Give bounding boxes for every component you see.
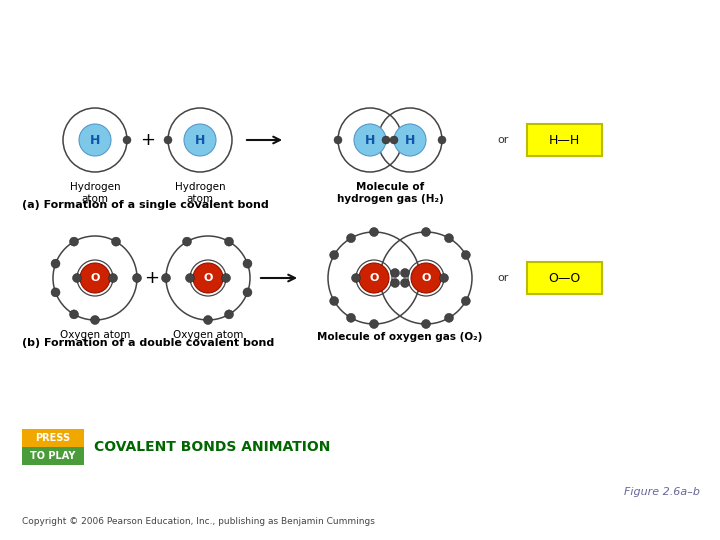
Circle shape	[444, 313, 454, 322]
Text: or: or	[498, 273, 509, 283]
Circle shape	[462, 251, 470, 260]
Circle shape	[132, 273, 142, 282]
Circle shape	[51, 259, 60, 268]
Circle shape	[346, 313, 356, 322]
Text: Oxygen atom: Oxygen atom	[60, 330, 130, 340]
Circle shape	[330, 251, 338, 260]
Circle shape	[444, 234, 454, 242]
Text: (a) Formation of a single covalent bond: (a) Formation of a single covalent bond	[22, 200, 269, 210]
FancyBboxPatch shape	[22, 447, 84, 465]
Circle shape	[79, 124, 111, 156]
Text: H: H	[90, 133, 100, 146]
Circle shape	[382, 136, 390, 144]
Circle shape	[411, 263, 441, 293]
Text: H—H: H—H	[549, 133, 580, 146]
Circle shape	[390, 268, 400, 278]
Circle shape	[164, 136, 172, 144]
Circle shape	[161, 273, 171, 282]
Circle shape	[369, 320, 379, 328]
Circle shape	[243, 288, 252, 297]
Text: H: H	[405, 133, 415, 146]
Circle shape	[186, 273, 194, 282]
Circle shape	[91, 315, 99, 325]
Circle shape	[70, 310, 78, 319]
Circle shape	[462, 296, 470, 306]
Circle shape	[438, 136, 446, 144]
Circle shape	[346, 234, 356, 242]
FancyBboxPatch shape	[527, 262, 602, 294]
Text: Oxygen atom: Oxygen atom	[173, 330, 243, 340]
Text: Hydrogen
atom: Hydrogen atom	[70, 182, 120, 204]
Text: H: H	[365, 133, 375, 146]
Circle shape	[390, 279, 400, 287]
Circle shape	[123, 136, 131, 144]
Text: H: H	[195, 133, 205, 146]
Circle shape	[184, 124, 216, 156]
Text: Molecule of
hydrogen gas (H₂): Molecule of hydrogen gas (H₂)	[337, 182, 444, 204]
Text: O: O	[369, 273, 379, 283]
Text: O: O	[203, 273, 212, 283]
Circle shape	[351, 273, 361, 282]
Text: Hydrogen
atom: Hydrogen atom	[175, 182, 225, 204]
Circle shape	[182, 237, 192, 246]
Circle shape	[390, 136, 398, 144]
Text: +: +	[145, 269, 160, 287]
Text: O: O	[90, 273, 99, 283]
Text: or: or	[498, 135, 509, 145]
Circle shape	[421, 227, 431, 237]
Circle shape	[73, 273, 81, 282]
Circle shape	[112, 237, 120, 246]
Circle shape	[400, 279, 410, 287]
Circle shape	[204, 315, 212, 325]
Circle shape	[334, 136, 342, 144]
Circle shape	[243, 259, 252, 268]
Text: O—O: O—O	[548, 272, 580, 285]
Text: Copyright © 2006 Pearson Education, Inc., publishing as Benjamin Cummings: Copyright © 2006 Pearson Education, Inc.…	[22, 517, 375, 526]
Circle shape	[421, 320, 431, 328]
Circle shape	[80, 263, 110, 293]
Text: TO PLAY: TO PLAY	[30, 451, 76, 461]
Circle shape	[225, 237, 233, 246]
Text: +: +	[140, 131, 156, 149]
Text: (b) Formation of a double covalent bond: (b) Formation of a double covalent bond	[22, 338, 274, 348]
Text: Figure 2.6a–b: Figure 2.6a–b	[624, 487, 700, 497]
Circle shape	[359, 263, 389, 293]
Circle shape	[330, 296, 338, 306]
FancyBboxPatch shape	[527, 124, 602, 156]
Text: Molecule of oxygen gas (O₂): Molecule of oxygen gas (O₂)	[318, 332, 482, 342]
Circle shape	[354, 124, 386, 156]
Circle shape	[193, 263, 223, 293]
Circle shape	[400, 268, 410, 278]
FancyBboxPatch shape	[22, 429, 84, 447]
Circle shape	[222, 273, 230, 282]
Circle shape	[369, 227, 379, 237]
Text: PRESS: PRESS	[35, 433, 71, 443]
Circle shape	[51, 288, 60, 297]
Circle shape	[225, 310, 233, 319]
Text: O: O	[421, 273, 431, 283]
Circle shape	[109, 273, 117, 282]
Circle shape	[70, 237, 78, 246]
Text: COVALENT BONDS ANIMATION: COVALENT BONDS ANIMATION	[94, 440, 330, 454]
Circle shape	[439, 273, 449, 282]
Circle shape	[394, 124, 426, 156]
